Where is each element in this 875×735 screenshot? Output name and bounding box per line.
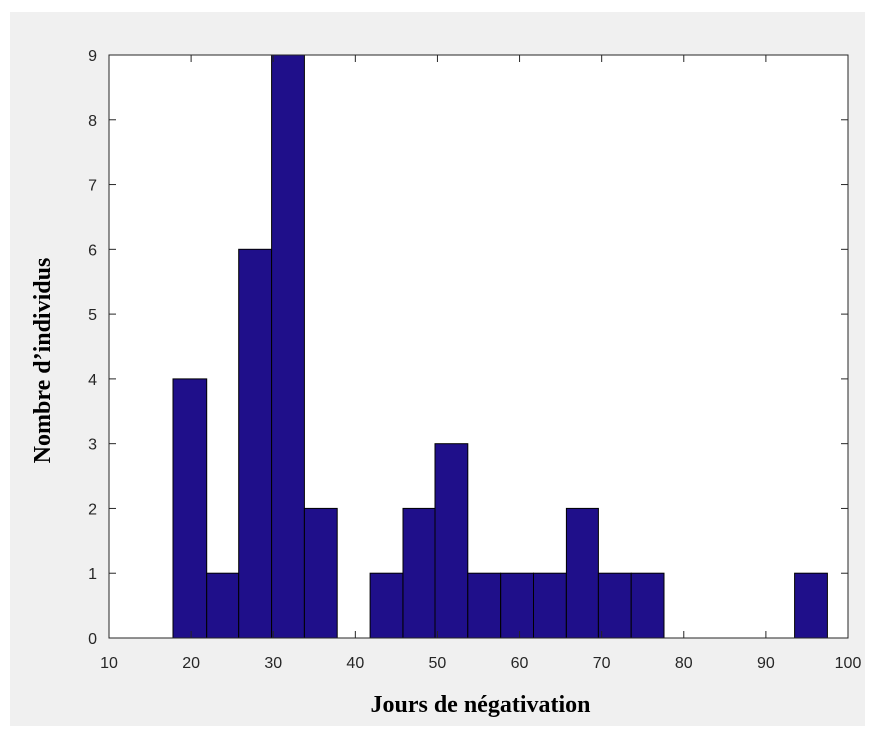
x-tick-label: 90 <box>757 655 775 672</box>
histogram-bar <box>434 443 469 639</box>
x-tick-label: 80 <box>675 655 693 672</box>
histogram-bar <box>271 54 305 639</box>
histogram-bar <box>533 572 567 639</box>
x-tick-label: 60 <box>511 655 529 672</box>
x-tick-label: 100 <box>835 655 862 672</box>
y-tick-label: 8 <box>88 113 97 130</box>
x-tick-label: 20 <box>182 655 200 672</box>
x-tick-label: 30 <box>264 655 282 672</box>
x-axis-title: Jours de négativation <box>370 692 590 718</box>
ticks-group: 10 20 30 40 50 60 70 80 90 100 0 1 2 3 4 5 6 7 8 9 <box>88 48 861 672</box>
histogram-bar <box>369 572 404 639</box>
y-tick-label: 9 <box>88 48 97 65</box>
histogram-bar <box>238 248 272 639</box>
histogram-bar <box>500 572 535 639</box>
x-tick-label: 40 <box>346 655 364 672</box>
x-tick-label: 50 <box>429 655 447 672</box>
y-tick-label: 7 <box>88 178 97 195</box>
histogram-bar <box>402 507 436 639</box>
histogram-bar <box>565 507 599 639</box>
histogram-bar <box>467 572 502 639</box>
histogram-bar <box>630 572 665 639</box>
x-tick-label: 10 <box>100 655 118 672</box>
x-tick-label: 70 <box>593 655 611 672</box>
histogram-bar <box>303 507 338 639</box>
y-tick-label: 5 <box>88 307 97 324</box>
y-tick-label: 4 <box>88 372 97 389</box>
y-tick-label: 0 <box>88 631 97 648</box>
y-axis-title: Nombre d’individus <box>30 258 56 464</box>
histogram-bar <box>172 378 208 639</box>
bars-group <box>172 54 828 639</box>
histogram-bar <box>597 572 632 639</box>
y-tick-label: 2 <box>88 501 97 518</box>
y-tick-label: 6 <box>88 242 97 259</box>
histogram-bar <box>206 572 240 639</box>
y-tick-label: 3 <box>88 437 97 454</box>
axes-box <box>108 54 849 639</box>
plot-area <box>109 55 848 638</box>
y-tick-label: 1 <box>88 566 97 583</box>
histogram-bar <box>794 572 828 639</box>
